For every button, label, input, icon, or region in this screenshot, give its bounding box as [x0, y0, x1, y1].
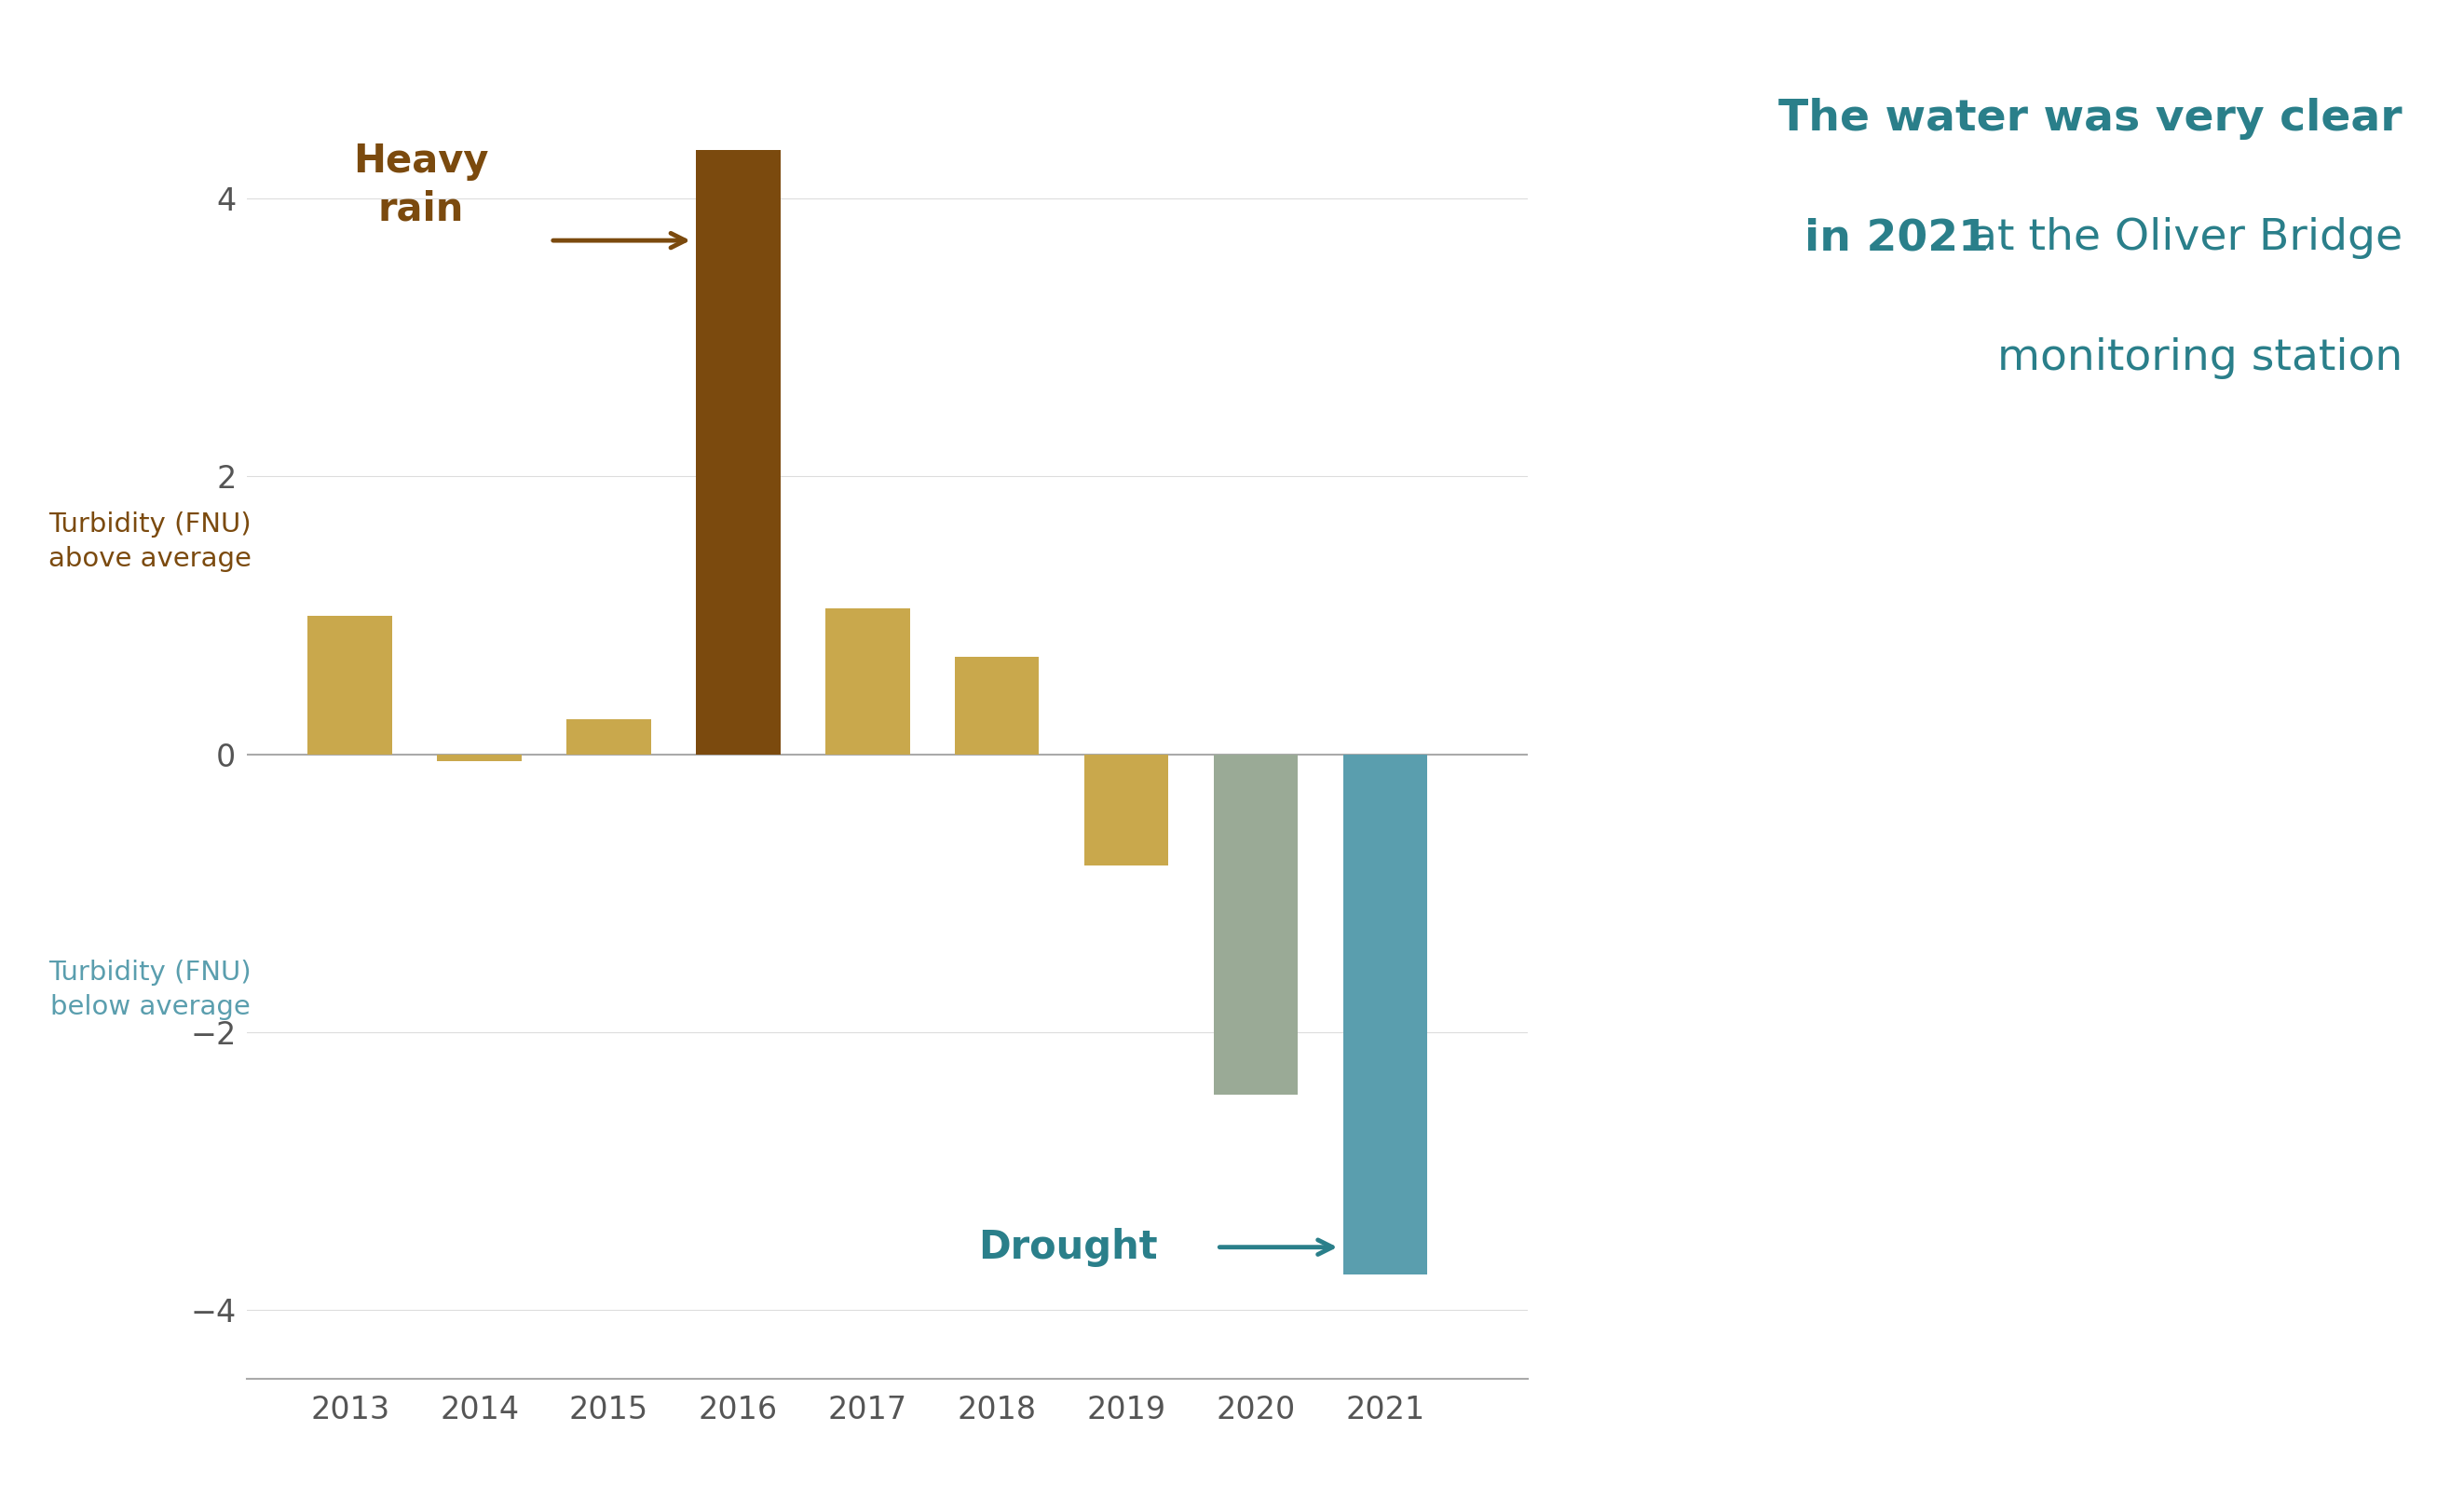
Bar [1343, 754, 1427, 1276]
Text: monitoring station: monitoring station [1996, 337, 2402, 379]
Text: Turbidity (FNU)
above average: Turbidity (FNU) above average [49, 511, 251, 571]
Text: Drought: Drought [978, 1228, 1158, 1267]
Bar [697, 150, 781, 754]
Text: The water was very clear: The water was very clear [1779, 97, 2402, 139]
Text: in 2021: in 2021 [1804, 217, 1988, 259]
Bar [567, 720, 650, 754]
Bar [308, 616, 392, 754]
Bar [436, 754, 522, 761]
Text: at the Oliver Bridge: at the Oliver Bridge [1956, 217, 2402, 259]
Bar [956, 657, 1040, 754]
Text: Turbidity (FNU)
below average: Turbidity (FNU) below average [49, 959, 251, 1021]
Bar [1084, 754, 1168, 865]
Bar [825, 609, 909, 754]
Bar [1215, 754, 1299, 1094]
Text: Heavy
rain: Heavy rain [352, 141, 488, 229]
